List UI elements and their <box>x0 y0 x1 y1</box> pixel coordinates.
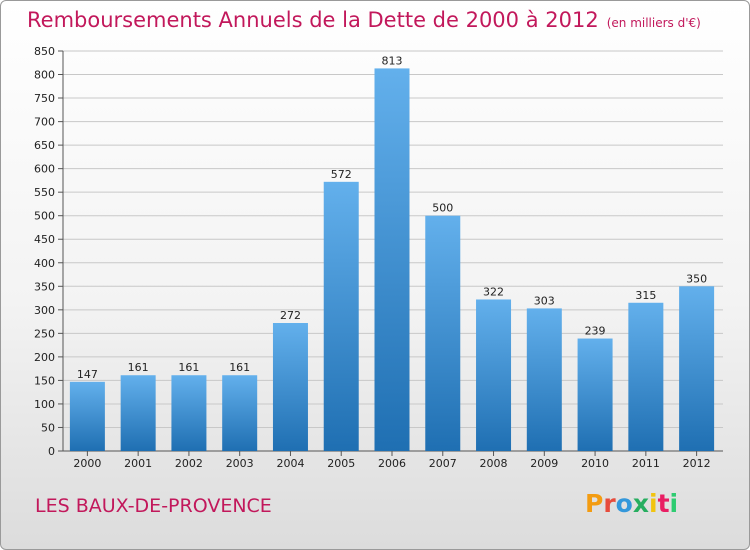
x-tick-label-2008: 2008 <box>480 457 508 470</box>
data-label-2011: 315 <box>635 289 656 302</box>
bar-2011 <box>628 302 664 451</box>
chart-title: Remboursements Annuels de la Dette de 20… <box>27 8 701 32</box>
proxiti-logo[interactable]: Proxiti <box>585 489 678 518</box>
x-tick-label-2000: 2000 <box>73 457 101 470</box>
logo-letter: t <box>657 489 670 518</box>
bar-2001 <box>120 375 156 451</box>
bar-2004 <box>272 323 308 451</box>
data-label-2002: 161 <box>178 361 199 374</box>
y-tick-label: 150 <box>34 374 55 387</box>
data-label-2001: 161 <box>128 361 149 374</box>
x-tick-label-2006: 2006 <box>378 457 406 470</box>
x-tick-label-2012: 2012 <box>683 457 711 470</box>
x-tick-label-2004: 2004 <box>276 457 304 470</box>
y-tick-label: 500 <box>34 210 55 223</box>
data-label-2012: 350 <box>686 272 707 285</box>
y-tick-label: 400 <box>34 257 55 270</box>
y-tick-label: 100 <box>34 398 55 411</box>
y-tick-label: 350 <box>34 280 55 293</box>
logo-letter: P <box>585 489 604 518</box>
y-tick-label: 250 <box>34 327 55 340</box>
data-label-2000: 147 <box>77 368 98 381</box>
data-label-2008: 322 <box>483 285 504 298</box>
x-tick-label-2003: 2003 <box>226 457 254 470</box>
x-tick-label-2002: 2002 <box>175 457 203 470</box>
bar-2010 <box>577 338 613 451</box>
data-label-2005: 572 <box>331 168 352 181</box>
logo-letter: r <box>603 489 616 518</box>
x-tick-label-2011: 2011 <box>632 457 660 470</box>
y-tick-label: 650 <box>34 139 55 152</box>
x-tick-label-2010: 2010 <box>581 457 609 470</box>
data-label-2006: 813 <box>382 54 403 67</box>
y-tick-label: 450 <box>34 233 55 246</box>
location-name: LES BAUX-DE-PROVENCE <box>35 495 272 517</box>
y-tick-label: 50 <box>41 421 55 434</box>
data-label-2010: 239 <box>585 325 606 338</box>
x-tick-label-2007: 2007 <box>429 457 457 470</box>
x-tick-label-2009: 2009 <box>530 457 558 470</box>
bar-2009 <box>526 308 562 451</box>
logo-letter: o <box>615 489 633 518</box>
y-tick-label: 700 <box>34 116 55 129</box>
x-tick-label-2001: 2001 <box>124 457 152 470</box>
data-labels: 147 161 161 161 272 572 813 500 322 303 239 315 350 <box>77 54 707 380</box>
logo-letter: i <box>649 489 658 518</box>
data-label-2009: 303 <box>534 294 555 307</box>
chart-subtitle: (en milliers d'€) <box>606 16 701 30</box>
y-tick-label: 750 <box>34 92 55 105</box>
bar-2008 <box>476 299 512 451</box>
logo-letter: x <box>632 489 649 518</box>
data-label-2004: 272 <box>280 309 301 322</box>
y-tick-label: 800 <box>34 69 55 82</box>
data-label-2007: 500 <box>432 202 453 215</box>
bar-2006 <box>374 68 410 451</box>
y-tick-label: 300 <box>34 304 55 317</box>
bar-2000 <box>69 381 105 451</box>
tick-labels: 0 50 100 150 200 250 300 350 400 450 500 550 600 650 7… <box>34 45 711 470</box>
bar-2002 <box>171 375 207 451</box>
x-tick-label-2005: 2005 <box>327 457 355 470</box>
bar-2012 <box>679 286 715 451</box>
chart-title-text: Remboursements Annuels de la Dette de 20… <box>27 8 599 32</box>
bar-2007 <box>425 215 461 451</box>
y-tick-label: 200 <box>34 351 55 364</box>
data-label-2003: 161 <box>229 361 250 374</box>
y-tick-label: 850 <box>34 45 55 58</box>
y-tick-label: 0 <box>48 445 55 458</box>
bar-2003 <box>222 375 258 451</box>
logo-letter: i <box>669 489 679 518</box>
bar-2005 <box>323 181 359 451</box>
y-tick-label: 600 <box>34 163 55 176</box>
y-tick-label: 550 <box>34 186 55 199</box>
bars <box>69 68 715 451</box>
